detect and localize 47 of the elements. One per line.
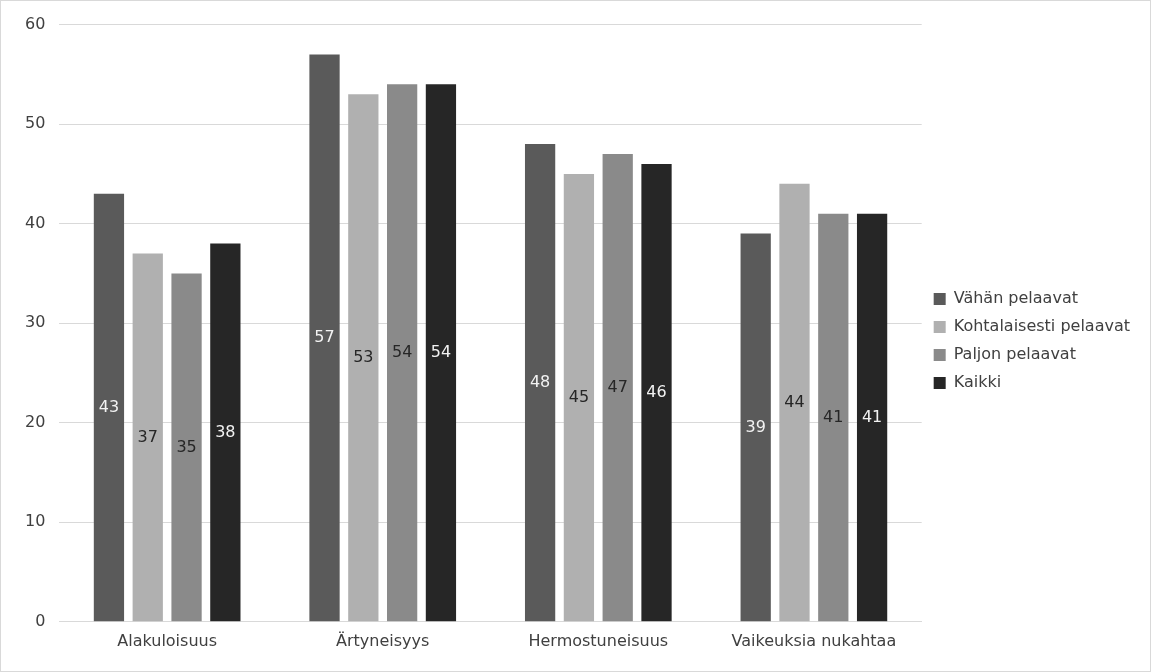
data-label: 38 (215, 421, 236, 441)
bar (210, 243, 241, 622)
bar (602, 153, 633, 622)
y-tick-label: 30 (25, 312, 46, 332)
data-label: 37 (137, 426, 158, 446)
bar (740, 233, 771, 622)
x-tick-label: Vaikeuksia nukahtaa (731, 630, 897, 650)
bar (93, 193, 125, 622)
legend-label: Kohtalaisesti pelaavat (953, 316, 1131, 336)
bar (818, 213, 849, 622)
data-label: 48 (529, 371, 551, 391)
data-label: 57 (314, 327, 335, 347)
bar (524, 144, 556, 622)
legend-label: Paljon pelaavat (953, 344, 1076, 364)
data-label: 45 (568, 386, 590, 406)
data-label: 44 (784, 391, 805, 411)
data-label: 41 (823, 406, 844, 426)
y-tick-label: 10 (25, 511, 46, 531)
y-tick-label: 40 (25, 212, 46, 232)
data-label: 46 (646, 381, 667, 401)
data-label: 54 (391, 341, 413, 361)
bar (856, 213, 888, 622)
legend-label: Kaikki (953, 372, 1002, 392)
bar (641, 163, 672, 622)
bar (425, 84, 457, 622)
y-tick-label: 50 (25, 113, 46, 133)
data-label: 41 (861, 406, 883, 426)
x-tick-label: Hermostuneisuus (528, 630, 669, 650)
bar (563, 173, 595, 622)
x-tick-label: Ärtyneisyys (336, 630, 430, 650)
data-label: 53 (353, 346, 374, 366)
y-tick-label: 20 (25, 411, 46, 431)
data-label: 54 (430, 341, 452, 361)
data-label: 39 (745, 416, 766, 436)
bar (387, 84, 418, 622)
bar (309, 54, 340, 622)
data-label: 43 (98, 396, 120, 416)
x-tick-label: Alakuloisuus (117, 630, 218, 650)
y-tick-label: 0 (35, 610, 46, 630)
bar (779, 183, 810, 622)
bar (348, 94, 379, 622)
data-label: 35 (176, 436, 197, 456)
bar (132, 253, 163, 622)
legend-label: Vähän pelaavat (953, 288, 1078, 308)
data-label: 47 (607, 376, 628, 396)
y-tick-label: 60 (25, 13, 46, 33)
bar (171, 273, 202, 622)
